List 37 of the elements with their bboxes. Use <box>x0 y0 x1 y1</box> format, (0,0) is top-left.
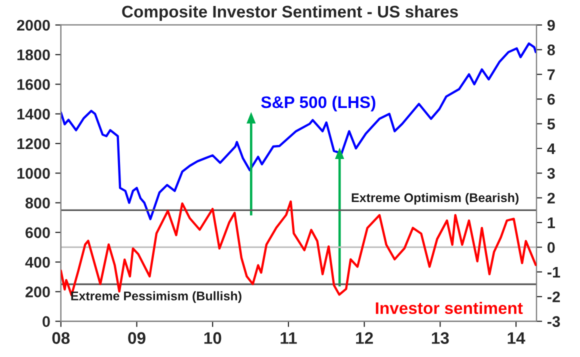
y2-tick-label: 8 <box>547 44 555 56</box>
y-tick-label: 1200 <box>17 138 50 150</box>
y2-tick-label: 3 <box>547 168 555 179</box>
y-tick-label: 1800 <box>17 49 50 60</box>
x-tick-label: 14 <box>508 332 526 344</box>
y-tick-label: 1600 <box>17 79 50 90</box>
y2-tick-label: 4 <box>547 143 556 154</box>
y-tick-label: 1400 <box>17 108 50 120</box>
series-label: S&P 500 (LHS) <box>261 96 376 112</box>
x-tick-label: 09 <box>128 332 146 344</box>
x-tick-label: 13 <box>432 332 449 344</box>
y2-tick-label: 0 <box>548 242 555 253</box>
y-tick-label: 600 <box>26 227 50 238</box>
y2-tick-label: 2 <box>547 192 555 204</box>
y-tick-label: 1000 <box>17 168 50 179</box>
ref-line-label: Extreme Pessimism (Bullish) <box>71 291 242 303</box>
x-tick-label: 08 <box>52 332 70 344</box>
y2-tick-label: 5 <box>547 118 555 130</box>
y2-tick-label: 6 <box>547 94 555 105</box>
chart-title: Composite Investor Sentiment - US shares <box>122 5 458 21</box>
y-tick-label: 400 <box>25 256 50 268</box>
ref-line-label: Extreme Optimism (Bearish) <box>352 192 519 205</box>
x-tick-label: 10 <box>204 332 222 344</box>
y2-tick-label: -1 <box>548 266 560 278</box>
x-tick-label: 12 <box>356 332 373 344</box>
y2-tick-label: 9 <box>547 20 555 31</box>
y2-tick-label: -3 <box>548 316 560 328</box>
y2-tick-label: -2 <box>548 291 560 302</box>
y-tick-label: 800 <box>25 198 50 208</box>
y-tick-label: 0 <box>42 316 50 327</box>
line-series <box>60 42 536 220</box>
series-label: Investor sentiment <box>376 302 523 314</box>
y2-tick-label: 1 <box>548 218 555 228</box>
y-tick-label: 2000 <box>17 20 50 31</box>
y-tick-label: 200 <box>26 286 50 298</box>
x-tick-label: 11 <box>280 332 297 344</box>
y2-tick-label: 7 <box>548 69 555 80</box>
